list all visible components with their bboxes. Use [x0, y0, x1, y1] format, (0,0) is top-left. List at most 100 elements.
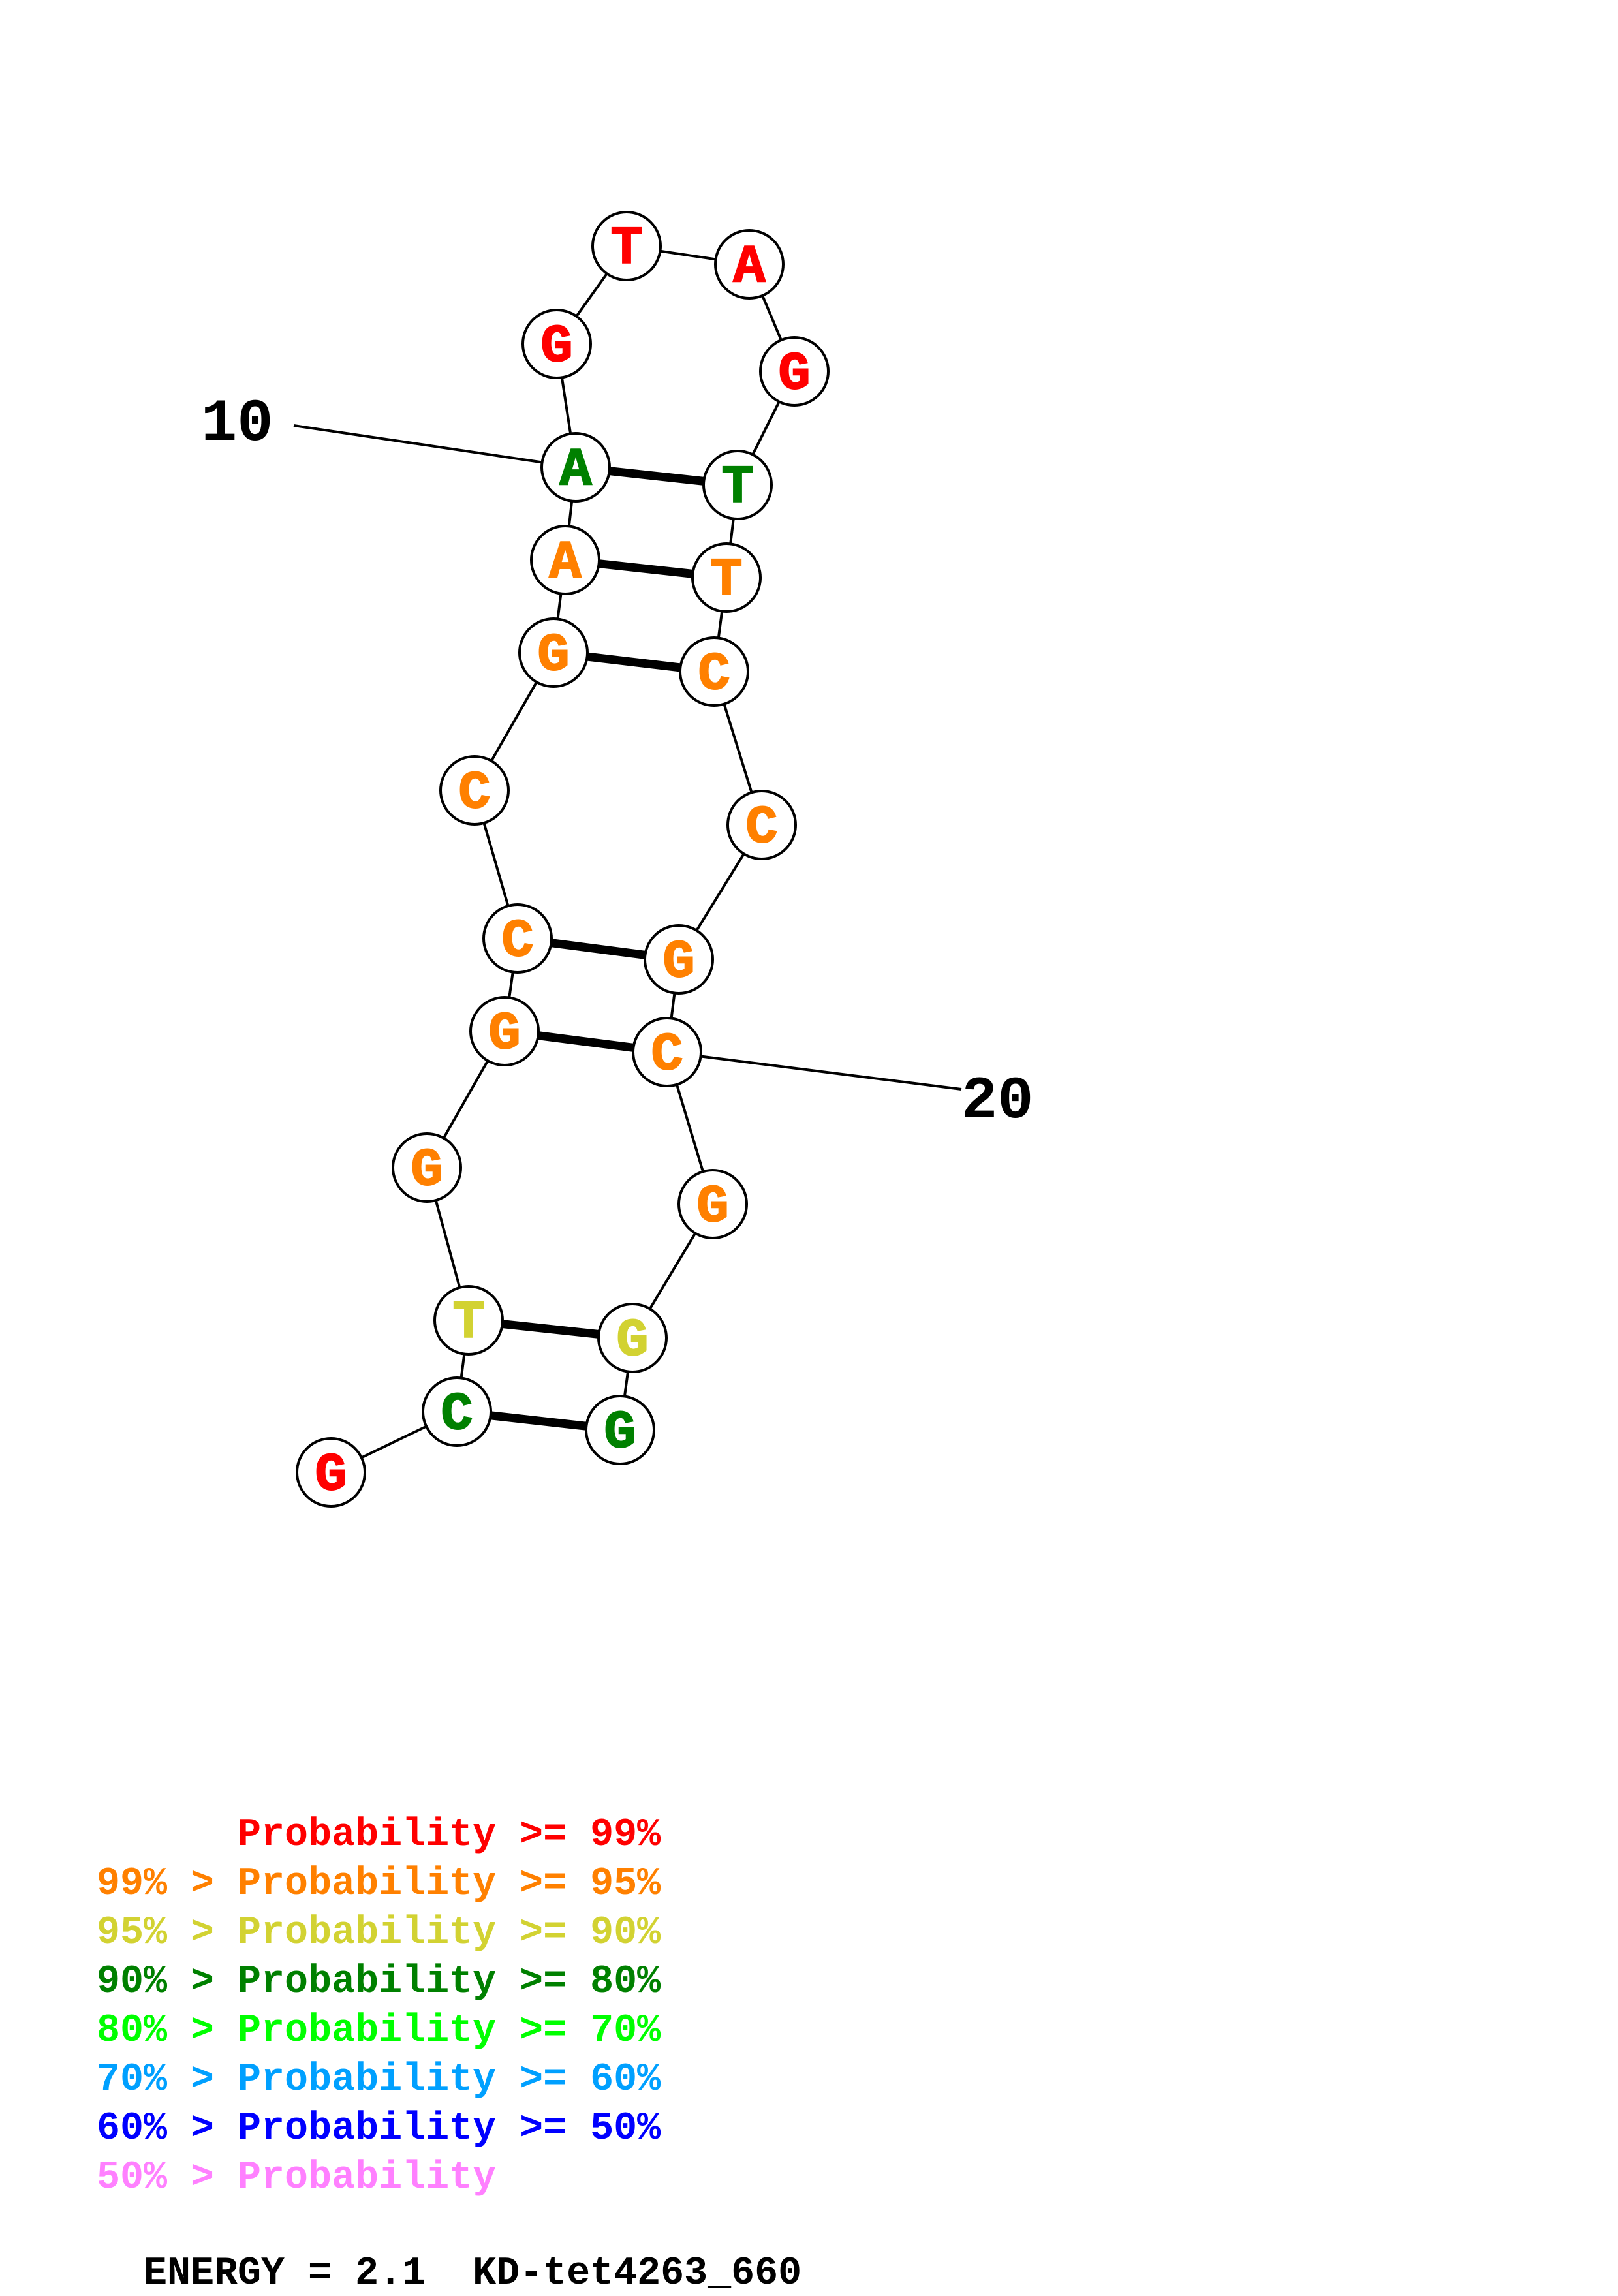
- legend-text: Probability >= 95%: [238, 1862, 661, 1906]
- legend-prefix: [97, 1813, 238, 1857]
- legend-text: Probability >= 90%: [238, 1911, 661, 1955]
- nucleotide-circle: [482, 903, 553, 974]
- legend-row: 80% > Probability >= 70%: [97, 2007, 661, 2056]
- nucleotide-letter: G: [778, 344, 810, 405]
- probability-legend: Probability >= 99% 99% > Probability >= 9…: [97, 1811, 661, 2203]
- nucleotide-circle: [439, 755, 510, 826]
- nucleotide: C: [679, 636, 749, 707]
- position-label-leader: [666, 1051, 962, 1091]
- legend-text: Probability >= 50%: [238, 2107, 661, 2151]
- legend-prefix: 60% >: [97, 2107, 238, 2151]
- nucleotide-circle: [530, 525, 600, 595]
- nucleotide: C: [482, 903, 553, 974]
- legend-row: 90% > Probability >= 80%: [97, 1958, 661, 2007]
- nucleotide: T: [691, 542, 762, 613]
- legend-row: 50% > Probability: [97, 2154, 661, 2203]
- legend-prefix: 70% >: [97, 2058, 238, 2102]
- nucleotide: G: [585, 1395, 655, 1465]
- nucleotide-letter: T: [710, 550, 742, 611]
- nucleotide-circle: [632, 1017, 702, 1087]
- nucleotide-letter: C: [745, 798, 777, 858]
- nucleotide-circle: [433, 1285, 504, 1356]
- nucleotide: G: [296, 1437, 366, 1508]
- nucleotide-letter: T: [721, 458, 753, 518]
- legend-text: Probability >= 60%: [238, 2058, 661, 2102]
- position-labels: 10 20: [201, 390, 1033, 1136]
- nucleotide-circle: [392, 1132, 462, 1203]
- nucleotide-circle: [691, 542, 762, 613]
- nucleotide: C: [422, 1376, 492, 1447]
- nucleotide-circle: [644, 924, 714, 995]
- nucleotide-letter: C: [441, 1384, 473, 1445]
- nucleotide-letter: G: [315, 1445, 347, 1506]
- nucleotide-circle: [296, 1437, 366, 1508]
- nucleotide: G: [521, 309, 592, 379]
- legend-row: 99% > Probability >= 95%: [97, 1860, 661, 1909]
- nucleotide-letter: G: [616, 1311, 648, 1371]
- legend-text: Probability >= 70%: [238, 2009, 661, 2053]
- nucleotide: G: [759, 336, 830, 407]
- nucleotide: T: [591, 211, 662, 281]
- nucleotide-circle: [714, 229, 785, 300]
- nucleotide-letter: G: [604, 1403, 636, 1463]
- nucleotide-letter: A: [733, 237, 766, 298]
- nucleotide: T: [702, 450, 773, 520]
- energy-footer: ENERGY = 2.1 KD-tet4263_660: [97, 2207, 801, 2296]
- nucleotide: C: [632, 1017, 702, 1087]
- legend-prefix: 50% >: [97, 2156, 238, 2200]
- energy-text: ENERGY = 2.1 KD-tet4263_660: [144, 2252, 802, 2296]
- nucleotide-circle: [679, 636, 749, 707]
- nucleotide-circle: [469, 996, 540, 1066]
- position-label: 10: [201, 390, 273, 458]
- legend-text: Probability >= 99%: [238, 1813, 661, 1857]
- nucleotide: G: [392, 1132, 462, 1203]
- nucleotide-circle: [540, 432, 611, 503]
- nucleotide-letter: G: [488, 1004, 520, 1064]
- nucleotide-circle: [521, 309, 592, 379]
- nucleotide: G: [644, 924, 714, 995]
- nucleotide: G: [518, 617, 589, 688]
- nucleotide-circle: [518, 617, 589, 688]
- nucleotide-circle: [585, 1395, 655, 1465]
- nucleotide: A: [714, 229, 785, 300]
- nucleotide-letter: G: [662, 932, 694, 993]
- legend-prefix: 80% >: [97, 2009, 238, 2053]
- legend-row: 60% > Probability >= 50%: [97, 2105, 661, 2154]
- legend-row: 70% > Probability >= 60%: [97, 2056, 661, 2105]
- legend-text: Probability: [238, 2156, 497, 2200]
- nucleotide-circle: [677, 1169, 748, 1239]
- nucleotide-letter: C: [698, 644, 730, 705]
- nucleotide: C: [439, 755, 510, 826]
- legend-row: Probability >= 99%: [97, 1811, 661, 1860]
- nucleotide-circle: [591, 211, 662, 281]
- legend-row: 95% > Probability >= 90%: [97, 1909, 661, 1958]
- nucleotide-circle: [422, 1376, 492, 1447]
- nucleotide-letter: T: [452, 1293, 484, 1354]
- nucleotide-letter: G: [696, 1177, 728, 1237]
- nucleotide-letter: A: [549, 533, 582, 593]
- nucleotide: G: [597, 1303, 668, 1373]
- position-label: 20: [961, 1067, 1033, 1136]
- nucleotide-letter: C: [651, 1025, 683, 1085]
- nucleotide-circle: [759, 336, 830, 407]
- nucleotide: A: [540, 432, 611, 503]
- legend-prefix: 95% >: [97, 1911, 238, 1955]
- nucleotide-letter: G: [411, 1140, 443, 1201]
- nucleotide: G: [469, 996, 540, 1066]
- nucleotide-letter: C: [501, 911, 533, 972]
- nucleotide: T: [433, 1285, 504, 1356]
- nucleotide-circle: [597, 1303, 668, 1373]
- legend-prefix: 99% >: [97, 1862, 238, 1906]
- nucleotide-circle: [702, 450, 773, 520]
- nucleotide-letter: T: [610, 219, 642, 279]
- nucleotide-letter: G: [537, 625, 569, 686]
- backbone-links: [330, 245, 796, 1474]
- nucleotide: C: [726, 790, 797, 860]
- nucleotide-circle: [726, 790, 797, 860]
- legend-text: Probability >= 80%: [238, 1960, 661, 2004]
- nucleotide-letter: A: [559, 440, 592, 501]
- nucleotide-letter: G: [540, 317, 572, 377]
- legend-prefix: 90% >: [97, 1960, 238, 2004]
